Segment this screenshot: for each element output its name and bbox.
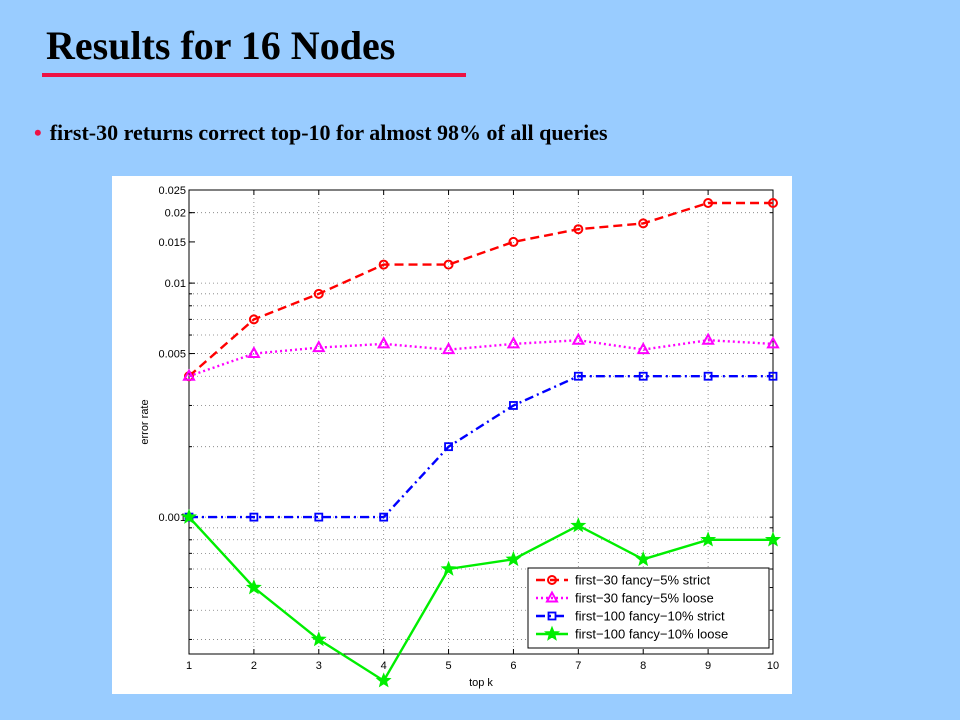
data-point [378, 259, 389, 270]
data-point [441, 342, 456, 355]
y-tick-label: 0.01 [165, 278, 186, 290]
data-point [505, 550, 522, 567]
data-point [635, 550, 652, 567]
bullet-text: first-30 returns correct top-10 for almo… [49, 120, 608, 145]
x-tick-label: 2 [251, 660, 257, 672]
slide-title: Results for 16 Nodes [46, 23, 396, 68]
data-point [310, 631, 327, 647]
chart-panel: 1 2 3 4 5 6 7 8 9 10 0.001 0.005 0.01 0.015 0.02 0.025 … [112, 176, 792, 694]
y-axis-label: error rate [139, 399, 151, 444]
legend-swatch-marker [543, 625, 561, 641]
data-point [509, 401, 518, 410]
plot-frame [188, 189, 774, 655]
data-point [506, 336, 521, 349]
data-point [764, 531, 782, 547]
series-2-line [188, 338, 774, 378]
error-rate-chart: 1 2 3 4 5 6 7 8 9 100.0010.0050.010.0150.020.025 … [139, 185, 782, 689]
x-axis-label: top k [469, 677, 493, 689]
series-3 [184, 371, 778, 522]
data-point [312, 340, 326, 353]
data-point [700, 531, 717, 547]
data-point [573, 371, 583, 381]
data-point [379, 512, 389, 522]
y-tick-label: 0.02 [165, 208, 186, 220]
x-tick-label: 8 [640, 660, 646, 672]
data-point [180, 508, 198, 524]
data-point [703, 371, 713, 381]
data-point [375, 672, 392, 688]
legend-swatch-marker [547, 611, 557, 621]
data-point [508, 236, 519, 247]
data-point [376, 336, 391, 349]
data-point [249, 512, 259, 522]
data-point [314, 512, 324, 522]
legend-swatch-marker [545, 590, 559, 603]
x-tick-label: 5 [445, 660, 451, 672]
x-tick-label: 10 [767, 660, 779, 672]
legend-entry-label: first−100 fancy−10% loose [575, 627, 728, 642]
series-3-line [189, 374, 773, 519]
data-point [247, 345, 261, 359]
legend-entry-label: first−30 fancy−5% loose [575, 591, 714, 606]
legend-entry-label: first−30 fancy−5% strict [575, 573, 710, 588]
data-point [638, 218, 649, 229]
data-point [768, 197, 778, 208]
data-point [701, 332, 715, 345]
data-point [570, 517, 587, 533]
bullet-point: • first-30 returns correct top-10 for alm… [34, 120, 608, 146]
data-point [703, 197, 714, 208]
data-point [443, 259, 454, 270]
data-point [245, 579, 262, 595]
x-tick-label: 1 [186, 660, 192, 672]
x-tick-label: 3 [316, 660, 322, 672]
data-point [768, 371, 778, 381]
bullet-dot: • [34, 120, 42, 145]
data-point [248, 314, 259, 325]
data-point [313, 288, 324, 299]
y-tick-label: 0.025 [158, 185, 186, 197]
series-2 [182, 332, 780, 381]
data-point [444, 442, 453, 452]
data-point [638, 371, 648, 381]
x-tick-label: 6 [510, 660, 516, 672]
legend-box [527, 567, 770, 649]
series-1-line [188, 201, 773, 378]
series-4-line [188, 516, 773, 683]
title-underline [42, 73, 466, 77]
data-point [636, 342, 650, 355]
data-point [766, 336, 780, 349]
x-tick-label: 9 [705, 660, 711, 672]
y-tick-label: 0.001 [158, 512, 186, 524]
data-point [571, 332, 586, 345]
legend-entry-label: first−100 fancy−10% strict [575, 609, 725, 624]
legend: first−30 fancy−5% strict first−30 fancy−5… [527, 567, 770, 649]
y-tick-label: 0.015 [158, 237, 186, 249]
x-tick-label: 7 [575, 660, 581, 672]
y-tick-label: 0.005 [158, 349, 186, 361]
data-point [440, 560, 457, 576]
data-point [573, 224, 584, 235]
legend-swatch-marker [547, 575, 557, 585]
series-4 [180, 508, 782, 688]
x-tick-label: 4 [381, 660, 387, 672]
data-point [182, 368, 196, 381]
